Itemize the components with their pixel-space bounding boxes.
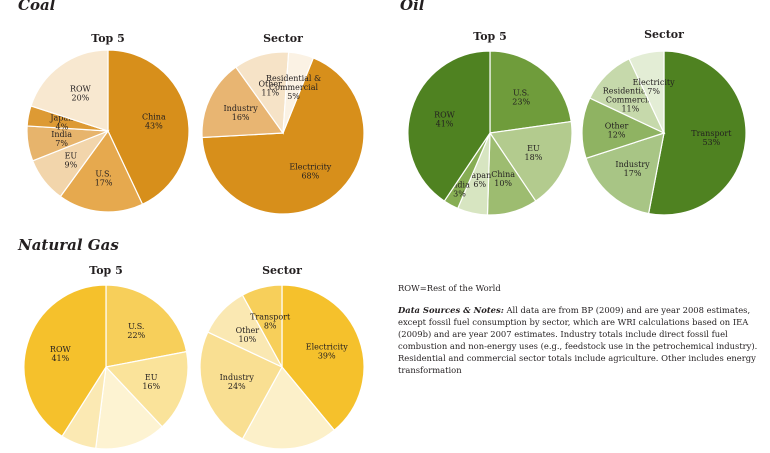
slice-value-label: 7%	[55, 139, 68, 148]
slice-category-label: India	[51, 130, 72, 139]
pie-slice	[241, 284, 283, 368]
slice-category-label: Electricity	[289, 163, 331, 172]
slice-value-label: 17%	[624, 169, 642, 178]
slice-value-label: 24%	[228, 382, 246, 391]
pie-slice	[581, 97, 666, 160]
slice-value-label: 41%	[436, 120, 454, 129]
slice-value-label: 16%	[142, 382, 160, 391]
slice-category-label: Residential &	[266, 74, 321, 83]
slice-category-label: China	[142, 112, 166, 121]
slice-category-label: Japan	[467, 171, 491, 180]
slice-value-label: 8%	[264, 321, 277, 330]
slice-value-label: 23%	[512, 98, 530, 107]
slice-value-label: 5%	[287, 92, 300, 101]
slice-category-label: U.S.	[128, 322, 144, 331]
slice-category-label: ROW	[70, 84, 92, 93]
slice-value-label: 22%	[127, 331, 145, 340]
slice-value-label: 7%	[647, 87, 660, 96]
notes-block: ROW=Rest of the World Data Sources & Not…	[398, 282, 768, 386]
slice-value-label: 10%	[238, 335, 256, 344]
data-sources-text: All data are from BP (2009) and are year…	[398, 305, 758, 375]
slice-value-label: 39%	[318, 351, 336, 360]
pie-title-coal-sector: Sector	[263, 32, 303, 45]
slice-value-label: 3%	[453, 190, 466, 199]
slice-category-label: Other	[605, 122, 629, 131]
slice-category-label: EU	[145, 373, 158, 382]
slice-value-label: 53%	[702, 138, 720, 147]
slice-category-label: EU	[527, 144, 540, 153]
slice-value-label: 17%	[95, 178, 113, 187]
slice-category-label: Japan	[49, 114, 73, 123]
slice-category-label: Electricity	[306, 342, 348, 351]
slice-category-label: U.S.	[513, 89, 529, 98]
slice-category-label: Residential &	[603, 86, 658, 95]
slice-value-label: 41%	[51, 354, 69, 363]
pie-slice	[201, 57, 365, 215]
pie-slice	[488, 120, 573, 202]
slice-category-label: ROW	[434, 111, 456, 120]
pie-slice	[585, 132, 665, 215]
slice-category-label: Other	[258, 79, 282, 88]
section-title-coal: Coal	[18, 0, 56, 14]
slice-category-label: Electricity	[633, 78, 675, 87]
slice-value-label: 11%	[621, 104, 639, 113]
pie-slice	[107, 49, 190, 206]
slice-value-label: 11%	[261, 88, 279, 97]
slice-value-label: 68%	[301, 172, 319, 181]
slice-value-label: 6%	[473, 180, 486, 189]
pie-slice	[628, 50, 665, 134]
slice-category-label: Commercial	[269, 83, 318, 92]
slice-category-label: Industry	[615, 160, 650, 169]
pie-slice	[407, 50, 491, 202]
slice-category-label: Industry	[220, 373, 255, 382]
section-title-oil: Oil	[400, 0, 425, 14]
slice-value-label: 4%	[56, 123, 69, 132]
slice-category-label: U.S.	[95, 169, 111, 178]
slice-category-label: China	[491, 170, 515, 179]
slice-category-label: Industry	[224, 104, 259, 113]
slice-category-label: India	[449, 181, 470, 190]
row-note: ROW=Rest of the World	[398, 283, 501, 293]
pie-title-gas-sector: Sector	[262, 264, 302, 277]
slice-value-label: 43%	[145, 121, 163, 130]
pie-slice	[489, 50, 572, 134]
slice-value-label: 10%	[494, 179, 512, 188]
pie-slice	[105, 284, 188, 368]
pie-title-coal-top5: Top 5	[91, 32, 125, 45]
slice-value-label: 18%	[525, 153, 543, 162]
slice-value-label: 16%	[232, 113, 250, 122]
pie-title-oil-top5: Top 5	[473, 30, 507, 43]
data-sources-note: Data Sources & Notes: All data are from …	[398, 304, 768, 376]
slice-category-label: Transport	[250, 312, 291, 321]
slice-value-label: 12%	[608, 131, 626, 140]
pie-slice	[30, 49, 109, 132]
pie-slice	[201, 66, 285, 139]
slice-category-label: Other	[236, 326, 260, 335]
slice-value-label: 9%	[65, 160, 78, 169]
slice-category-label: ROW	[50, 345, 72, 354]
pie-title-oil-sector: Sector	[644, 28, 684, 41]
pie-slice	[282, 51, 315, 134]
slice-category-label: Commercial	[606, 95, 655, 104]
data-sources-label: Data Sources & Notes:	[398, 305, 504, 315]
pie-slice	[59, 129, 144, 213]
slice-value-label: 20%	[71, 93, 89, 102]
section-title-natural-gas: Natural Gas	[18, 236, 119, 254]
slice-category-label: Transport	[691, 129, 732, 138]
pie-slice	[647, 50, 747, 216]
slice-category-label: EU	[65, 151, 78, 160]
pie-title-gas-top5: Top 5	[89, 264, 123, 277]
